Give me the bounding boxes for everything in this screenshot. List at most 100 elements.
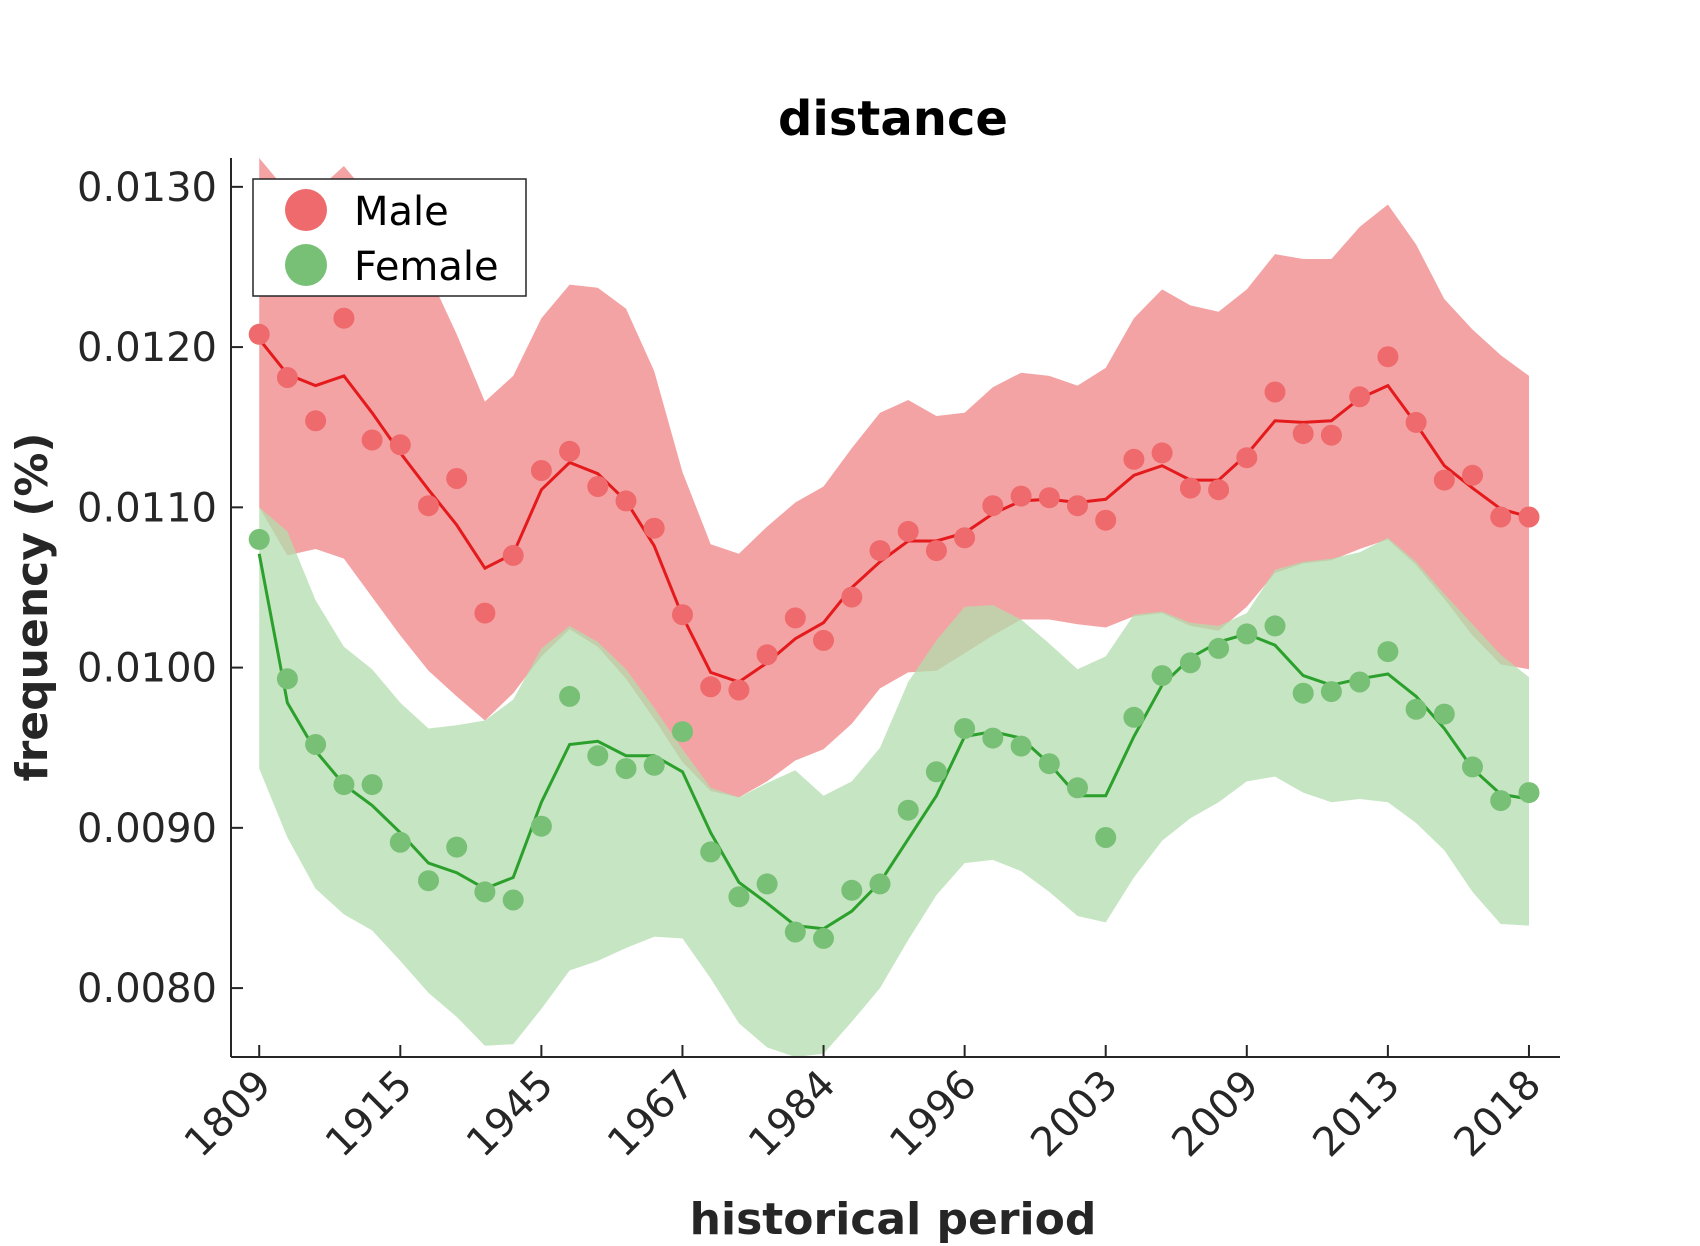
female-data-point — [333, 774, 355, 796]
male-data-point — [389, 434, 411, 456]
female-data-point — [389, 831, 411, 853]
female-data-point — [1038, 753, 1060, 775]
y-tick-label: 0.0090 — [77, 806, 217, 852]
axes — [230, 158, 1560, 1058]
male-data-point — [1038, 487, 1060, 509]
male-data-point — [982, 495, 1004, 517]
male-data-point — [587, 476, 609, 497]
female-data-point — [305, 734, 327, 755]
female-data-point — [1377, 641, 1399, 663]
male-data-point — [1151, 442, 1173, 464]
male-confidence-band — [259, 158, 1530, 798]
x-tick-label: 2003 — [1022, 1062, 1127, 1167]
female-data-point — [1151, 665, 1173, 687]
female-data-point — [1433, 703, 1455, 725]
male-data-point — [813, 629, 834, 651]
female-data-point — [1095, 827, 1117, 848]
female-data-point — [276, 668, 298, 690]
male-data-point — [1405, 411, 1427, 433]
male-data-point — [897, 520, 919, 542]
male-data-point — [954, 527, 976, 549]
male-data-point — [305, 410, 327, 432]
chart-title: distance — [778, 91, 1008, 147]
y-ticks: 0.0080 0.0090 0.0100 0.0110 0.0120 0.0130 — [77, 165, 243, 1012]
male-data-point — [1490, 506, 1512, 528]
y-axis-label: frequency (%) — [7, 432, 58, 781]
male-data-point — [643, 517, 665, 539]
male-data-point — [446, 468, 468, 489]
male-data-point — [728, 679, 750, 701]
male-data-point — [248, 323, 270, 345]
male-data-point — [756, 644, 778, 666]
x-tick-label: 1984 — [740, 1062, 845, 1167]
female-data-point — [1123, 706, 1145, 728]
male-data-point — [333, 307, 355, 329]
y-tick-label: 0.0110 — [77, 485, 217, 531]
male-data-point — [1518, 506, 1540, 528]
female-data-point — [1179, 652, 1201, 674]
y-tick-label: 0.0080 — [77, 966, 217, 1012]
male-data-point — [925, 540, 947, 562]
male-data-point — [869, 540, 891, 562]
male-data-point — [700, 676, 722, 698]
legend-label-male: Male — [354, 189, 449, 235]
female-data-point — [446, 836, 468, 858]
female-data-point — [1292, 682, 1314, 704]
female-data-point — [502, 889, 524, 911]
male-data-point — [559, 440, 581, 462]
male-data-point — [361, 429, 383, 451]
female-data-point — [559, 685, 581, 707]
female-data-point — [869, 873, 891, 895]
female-data-point — [1462, 756, 1483, 778]
male-data-point — [1433, 469, 1455, 491]
male-data-point — [841, 586, 863, 608]
legend-marker-female — [285, 244, 327, 286]
x-tick-label: 2009 — [1163, 1062, 1268, 1167]
x-tick-label: 1996 — [881, 1062, 986, 1167]
female-data-point — [954, 718, 976, 739]
female-data-point — [1349, 671, 1371, 693]
female-data-point — [784, 921, 806, 943]
female-data-point — [728, 886, 750, 908]
male-data-point — [1179, 477, 1201, 499]
male-data-point — [1208, 479, 1230, 501]
female-data-point — [1208, 637, 1230, 659]
female-points — [248, 528, 1540, 949]
male-data-point — [1264, 381, 1286, 403]
male-data-point — [1462, 464, 1483, 486]
male-data-point — [1320, 424, 1342, 446]
legend: Male Female — [252, 178, 527, 297]
female-data-point — [418, 870, 439, 892]
female-trend-line — [257, 553, 1530, 931]
y-tick-label: 0.0120 — [77, 325, 217, 371]
female-data-point — [530, 815, 552, 837]
male-data-point — [1067, 495, 1088, 517]
female-data-point — [756, 873, 778, 895]
male-data-point — [530, 460, 552, 481]
x-tick-label: 1915 — [317, 1062, 422, 1167]
male-data-point — [1010, 485, 1032, 507]
male-data-point — [1292, 423, 1314, 445]
female-data-point — [897, 799, 919, 821]
female-data-point — [925, 761, 947, 783]
female-data-point — [1490, 790, 1512, 812]
x-tick-label: 2018 — [1446, 1062, 1551, 1167]
x-tick-label: 1809 — [176, 1062, 281, 1167]
male-data-point — [502, 544, 524, 566]
female-data-point — [643, 754, 665, 776]
female-data-point — [1067, 777, 1088, 799]
male-data-point — [1095, 509, 1117, 531]
female-data-point — [672, 721, 693, 743]
x-tick-label: 1945 — [458, 1062, 563, 1167]
male-data-point — [276, 367, 298, 388]
male-data-point — [418, 495, 439, 517]
plot-area — [248, 158, 1540, 1057]
male-data-point — [784, 607, 806, 629]
female-data-point — [1264, 615, 1286, 637]
female-data-point — [841, 879, 863, 901]
x-tick-label: 2013 — [1304, 1062, 1409, 1167]
female-data-point — [700, 841, 722, 863]
legend-marker-male — [285, 189, 327, 231]
male-data-point — [1236, 447, 1258, 469]
x-axis-label: historical period — [690, 1194, 1097, 1245]
